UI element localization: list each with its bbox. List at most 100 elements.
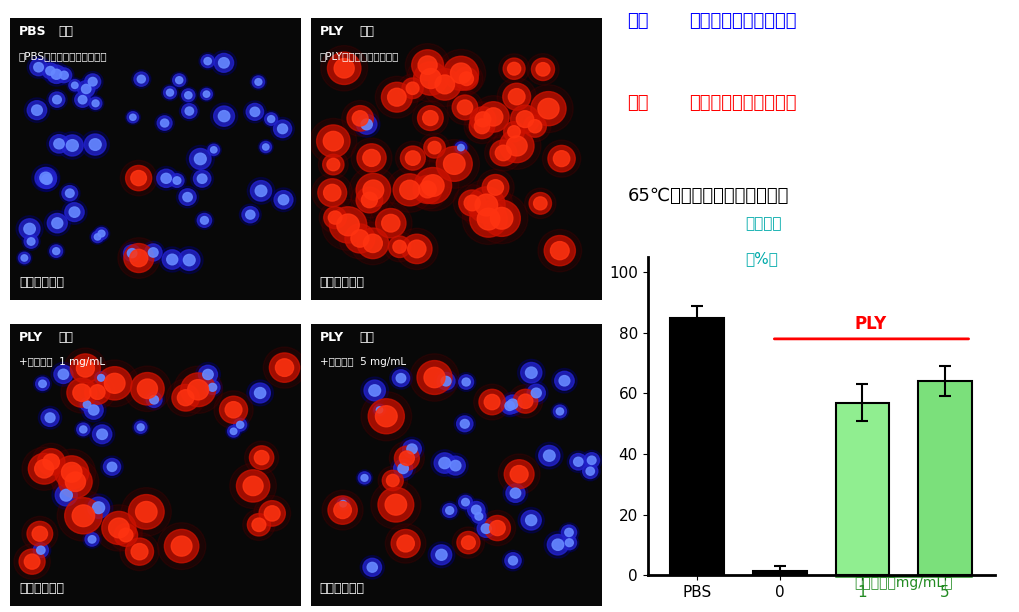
Circle shape [133,72,149,86]
Circle shape [148,248,158,257]
Circle shape [67,378,97,407]
Circle shape [527,384,545,402]
Circle shape [403,440,421,458]
Circle shape [351,138,391,177]
Text: ヒト免疫細胞: ヒト免疫細胞 [320,581,365,595]
Circle shape [412,100,448,135]
Circle shape [197,174,207,184]
Circle shape [475,112,490,127]
Circle shape [98,375,105,381]
Circle shape [533,197,546,210]
Circle shape [250,74,266,90]
Circle shape [47,65,66,83]
Circle shape [92,100,99,106]
Circle shape [442,453,468,478]
Circle shape [446,90,482,125]
Circle shape [258,140,273,154]
Circle shape [85,494,113,521]
Circle shape [471,95,515,138]
Circle shape [123,244,154,272]
Circle shape [61,372,103,413]
Circle shape [429,140,479,188]
Circle shape [454,67,478,90]
Circle shape [166,254,177,265]
Circle shape [88,95,104,111]
Circle shape [161,84,178,101]
Circle shape [406,82,419,94]
Circle shape [502,550,523,571]
Circle shape [155,114,174,132]
Circle shape [270,118,294,140]
Circle shape [30,59,47,76]
Circle shape [213,106,234,126]
Circle shape [434,453,454,473]
Circle shape [90,230,105,244]
Circle shape [184,92,192,99]
Circle shape [405,151,420,165]
Circle shape [336,498,348,510]
Circle shape [93,370,109,386]
Circle shape [407,170,447,209]
Circle shape [318,150,347,179]
Circle shape [445,507,453,514]
Circle shape [84,401,91,408]
Text: 添加: 添加 [58,332,73,345]
Circle shape [55,456,89,489]
Circle shape [71,82,78,89]
Circle shape [361,119,372,130]
Circle shape [417,106,443,130]
Circle shape [53,95,61,104]
Circle shape [250,383,270,403]
Circle shape [199,87,214,102]
Circle shape [118,237,160,278]
Circle shape [125,110,141,125]
Circle shape [44,211,70,236]
Circle shape [357,144,386,172]
Circle shape [163,86,176,99]
Circle shape [414,168,451,204]
Circle shape [537,230,581,272]
Circle shape [327,159,339,171]
Circle shape [421,174,443,196]
Circle shape [553,151,570,166]
Circle shape [70,354,100,383]
Circle shape [419,133,449,162]
Circle shape [422,111,437,125]
Circle shape [381,82,412,112]
Circle shape [336,214,359,236]
Circle shape [33,526,48,541]
Circle shape [470,106,495,132]
Circle shape [26,521,53,547]
Circle shape [410,354,459,401]
Circle shape [561,536,576,550]
Circle shape [505,484,525,502]
Circle shape [457,373,476,392]
Text: 赤色: 赤色 [627,94,648,111]
Circle shape [102,512,136,545]
Circle shape [201,217,208,224]
Circle shape [186,146,214,173]
Circle shape [130,373,164,405]
Circle shape [236,421,244,428]
Circle shape [363,558,381,577]
Circle shape [542,140,580,177]
Circle shape [392,174,426,206]
Circle shape [178,250,200,271]
Circle shape [103,458,120,475]
Circle shape [44,62,68,86]
Circle shape [471,509,485,523]
Circle shape [129,249,148,267]
Circle shape [89,77,97,86]
Circle shape [502,395,522,413]
Circle shape [243,476,263,496]
Circle shape [507,125,520,138]
Circle shape [507,89,525,105]
Text: 65℃抽出した抹茶上清を使用: 65℃抽出した抹茶上清を使用 [627,187,788,204]
Circle shape [555,408,564,415]
Circle shape [94,234,101,240]
Circle shape [29,453,60,484]
Circle shape [182,193,193,201]
Circle shape [496,78,536,116]
Circle shape [524,85,573,133]
Circle shape [341,100,378,136]
